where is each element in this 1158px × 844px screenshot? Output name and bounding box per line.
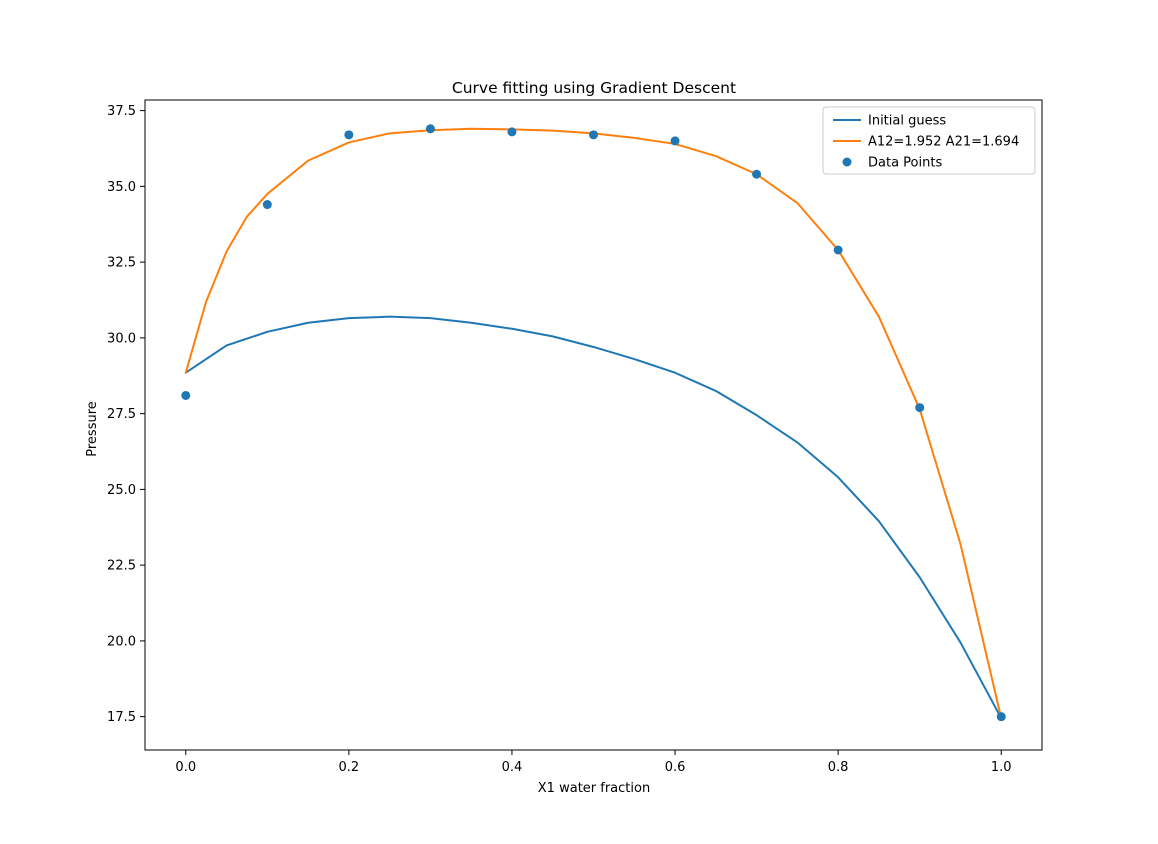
data-point — [507, 127, 517, 137]
x-tick-label: 0.4 — [502, 760, 523, 775]
chart-title: Curve fitting using Gradient Descent — [452, 79, 736, 97]
data-point — [670, 136, 680, 146]
axes-frame — [144, 99, 1043, 751]
legend-box — [822, 106, 1036, 175]
y-tick-label: 17.5 — [107, 710, 136, 725]
axes-layer: 0.0 0.2 0.4 0.6 0.8 1.0 17.5 20.0 22.5 25.0 27.5 30… — [107, 99, 1043, 775]
legend-label-1: A12=1.952 A21=1.694 — [868, 135, 1019, 150]
plot-area — [145, 100, 1042, 750]
x-axis-label: X1 water fraction — [538, 781, 650, 796]
series-line-1 — [184, 127, 1003, 720]
y-tick-label: 30.0 — [107, 331, 136, 346]
x-tick-label: 1.0 — [991, 760, 1012, 775]
data-point — [344, 130, 354, 140]
legend-label-2: Data Points — [868, 156, 942, 171]
y-tick-label: 35.0 — [107, 180, 136, 195]
y-tick-label: 20.0 — [107, 634, 136, 649]
data-point — [996, 712, 1006, 722]
legend-swatch-2 — [842, 157, 852, 167]
data-point — [425, 124, 435, 134]
x-tick-label: 0.8 — [828, 760, 849, 775]
y-tick-label: 27.5 — [107, 407, 136, 422]
y-tick-label: 25.0 — [107, 483, 136, 498]
y-axis-label: Pressure — [85, 401, 100, 457]
series-line-0 — [184, 315, 1003, 720]
y-tick-label: 22.5 — [107, 559, 136, 574]
data-point — [833, 245, 843, 255]
plot-background — [145, 100, 1042, 750]
y-tick-label: 37.5 — [107, 104, 136, 119]
x-tick-label: 0.2 — [339, 760, 360, 775]
series-layer — [181, 124, 1006, 722]
data-point — [262, 200, 272, 210]
data-point — [752, 169, 762, 179]
x-tick-label: 0.0 — [175, 760, 196, 775]
x-tick-label: 0.6 — [665, 760, 686, 775]
data-point — [181, 390, 191, 400]
data-point — [915, 403, 925, 413]
legend: Initial guess A12=1.952 A21=1.694 Data Poi… — [822, 106, 1036, 175]
y-tick-label: 32.5 — [107, 256, 136, 271]
legend-label-0: Initial guess — [868, 114, 946, 129]
data-point — [589, 130, 598, 140]
